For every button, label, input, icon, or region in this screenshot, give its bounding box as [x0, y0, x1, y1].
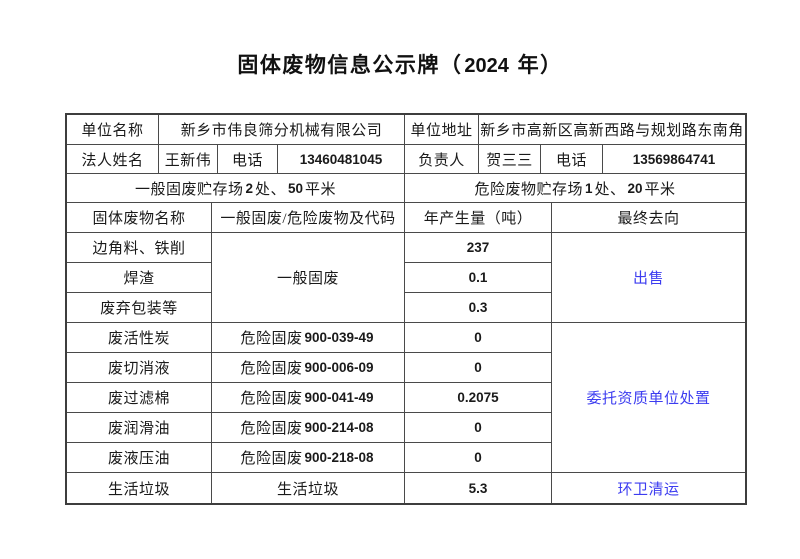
waste-amount-cell: 237	[405, 233, 552, 263]
phone-value: 13460481045	[278, 145, 405, 174]
unit-address-label: 单位地址	[405, 115, 479, 145]
header-waste-name: 固体废物名称	[67, 203, 212, 233]
unit-address-value: 新乡市高新区高新西路与规划路东南角	[479, 115, 745, 145]
waste-code-cell: 危险固废 900-039-49	[212, 323, 405, 353]
waste-amount-cell: 5.3	[405, 473, 552, 503]
household-waste-row: 生活垃圾 生活垃圾 5.3 环卫清运	[67, 473, 745, 503]
waste-code-cell: 生活垃圾	[212, 473, 405, 503]
manager-value: 贺三三	[479, 145, 541, 174]
unit-name-label: 单位名称	[67, 115, 159, 145]
hazard-storage-cell: 危险废物贮存场 1 处、 20 平米	[405, 174, 745, 203]
waste-name-cell: 废润滑油	[67, 413, 212, 443]
waste-amount-cell: 0	[405, 323, 552, 353]
phone-label: 电话	[218, 145, 278, 174]
waste-destination-cell: 出售	[552, 233, 745, 323]
table-row: 一般固废贮存场 2 处、 50 平米 危险废物贮存场 1 处、 20 平米	[67, 174, 745, 203]
header-waste-code: 一般固废/危险废物及代码	[212, 203, 405, 233]
waste-type-cell: 一般固废	[212, 233, 405, 323]
header-annual-amount: 年产生量（吨）	[405, 203, 552, 233]
waste-name-cell: 边角料、铁削	[67, 233, 212, 263]
manager-label: 负责人	[405, 145, 479, 174]
waste-info-table: 单位名称 新乡市伟良筛分机械有限公司 单位地址 新乡市高新区高新西路与规划路东南…	[65, 113, 747, 505]
waste-amount-cell: 0.3	[405, 293, 552, 323]
waste-amount-cell: 0.1	[405, 263, 552, 293]
waste-amount-cell: 0	[405, 443, 552, 473]
general-storage-cell: 一般固废贮存场 2 处、 50 平米	[67, 174, 405, 203]
waste-name-cell: 废切消液	[67, 353, 212, 383]
legal-person-value: 王新伟	[159, 145, 218, 174]
waste-name-cell: 废弃包装等	[67, 293, 212, 323]
hazardous-waste-group: 废活性炭 危险固废 900-039-49 0 委托资质单位处置 废切消液 危险固…	[67, 323, 745, 473]
waste-code-cell: 危险固废 900-214-08	[212, 413, 405, 443]
waste-code-cell: 危险固废 900-006-09	[212, 353, 405, 383]
waste-name-cell: 废液压油	[67, 443, 212, 473]
waste-name-cell: 废活性炭	[67, 323, 212, 353]
waste-amount-cell: 0	[405, 413, 552, 443]
page-title: 固体废物信息公示牌（ 2024 年）	[237, 53, 563, 77]
waste-code-cell: 危险固废 900-218-08	[212, 443, 405, 473]
general-waste-group: 边角料、铁削 一般固废 237 出售 焊渣 0.1 废弃包装等 0.3	[67, 233, 745, 323]
phone-label: 电话	[541, 145, 603, 174]
table-header-row: 固体废物名称 一般固废/危险废物及代码 年产生量（吨） 最终去向	[67, 203, 745, 233]
waste-name-cell: 生活垃圾	[67, 473, 212, 503]
legal-person-label: 法人姓名	[67, 145, 159, 174]
unit-name-value: 新乡市伟良筛分机械有限公司	[159, 115, 405, 145]
waste-name-cell: 废过滤棉	[67, 383, 212, 413]
header-destination: 最终去向	[552, 203, 745, 233]
waste-destination-cell: 委托资质单位处置	[552, 323, 745, 473]
table-row: 法人姓名 王新伟 电话 13460481045 负责人 贺三三 电话 13569…	[67, 145, 745, 174]
waste-amount-cell: 0	[405, 353, 552, 383]
waste-code-cell: 危险固废 900-041-49	[212, 383, 405, 413]
waste-destination-cell: 环卫清运	[617, 481, 680, 498]
table-row: 单位名称 新乡市伟良筛分机械有限公司 单位地址 新乡市高新区高新西路与规划路东南…	[67, 115, 745, 145]
waste-amount-cell: 0.2075	[405, 383, 552, 413]
waste-name-cell: 焊渣	[67, 263, 212, 293]
phone-value: 13569864741	[603, 145, 745, 174]
